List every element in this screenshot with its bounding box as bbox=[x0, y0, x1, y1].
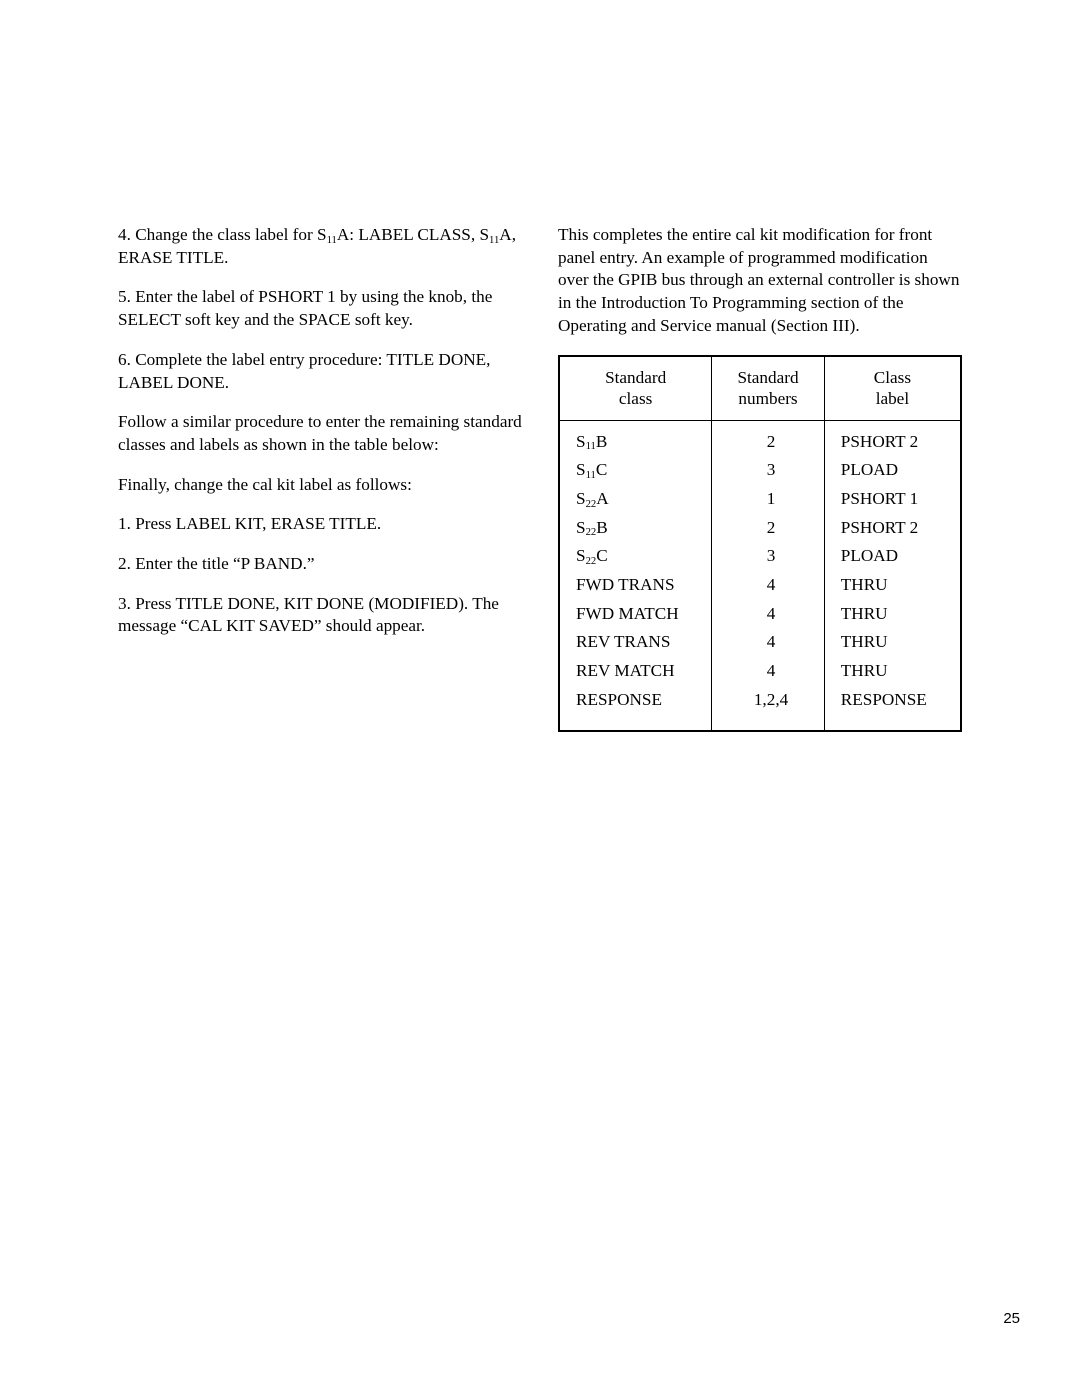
table-row: REV MATCH4THRU bbox=[559, 657, 961, 686]
cell-class-label: PSHORT 1 bbox=[824, 485, 961, 514]
cell-standard-numbers: 4 bbox=[712, 628, 825, 657]
cell-standard-class: S22C bbox=[559, 542, 712, 571]
cell-standard-class: REV MATCH bbox=[559, 657, 712, 686]
cell-standard-numbers: 3 bbox=[712, 542, 825, 571]
cell-class-label: THRU bbox=[824, 628, 961, 657]
table-row: REV TRANS4THRU bbox=[559, 628, 961, 657]
th-standard-class: Standard class bbox=[559, 356, 712, 421]
text: class bbox=[619, 389, 652, 408]
finally-paragraph: Finally, change the cal kit label as fol… bbox=[118, 474, 522, 497]
subscript: 11 bbox=[489, 235, 499, 246]
cell-standard-class: S22B bbox=[559, 514, 712, 543]
th-class-label: Class label bbox=[824, 356, 961, 421]
cell-class-label: THRU bbox=[824, 571, 961, 600]
th-standard-numbers: Standard numbers bbox=[712, 356, 825, 421]
document-page: 4. Change the class label for S11A: LABE… bbox=[0, 0, 1080, 1397]
text: Standard bbox=[737, 368, 798, 387]
cell-standard-numbers: 4 bbox=[712, 600, 825, 629]
cell-class-label: PLOAD bbox=[824, 456, 961, 485]
subscript: 11 bbox=[327, 235, 337, 246]
step-3-paragraph: 3. Press TITLE DONE, KIT DONE (MODIFIED)… bbox=[118, 593, 522, 638]
text: numbers bbox=[738, 389, 797, 408]
cell-standard-numbers: 1,2,4 bbox=[712, 686, 825, 731]
text: label bbox=[876, 389, 909, 408]
table-row: S22B2PSHORT 2 bbox=[559, 514, 961, 543]
table-row: S11C3PLOAD bbox=[559, 456, 961, 485]
cell-standard-class: FWD MATCH bbox=[559, 600, 712, 629]
cell-standard-numbers: 1 bbox=[712, 485, 825, 514]
cell-class-label: PSHORT 2 bbox=[824, 514, 961, 543]
cell-standard-numbers: 4 bbox=[712, 657, 825, 686]
step-6-paragraph: 6. Complete the label entry procedure: T… bbox=[118, 349, 522, 394]
cell-standard-numbers: 4 bbox=[712, 571, 825, 600]
table-row: S22C3PLOAD bbox=[559, 542, 961, 571]
cell-standard-class: FWD TRANS bbox=[559, 571, 712, 600]
two-column-content: 4. Change the class label for S11A: LABE… bbox=[118, 224, 962, 732]
cell-class-label: PSHORT 2 bbox=[824, 420, 961, 456]
cell-class-label: PLOAD bbox=[824, 542, 961, 571]
table-row: FWD MATCH4THRU bbox=[559, 600, 961, 629]
table-head-row: Standard class Standard numbers Class la… bbox=[559, 356, 961, 421]
cell-standard-class: REV TRANS bbox=[559, 628, 712, 657]
page-number: 25 bbox=[1003, 1310, 1020, 1327]
right-column: This completes the entire cal kit modifi… bbox=[558, 224, 962, 732]
intro-paragraph: This completes the entire cal kit modifi… bbox=[558, 224, 962, 338]
step-1-paragraph: 1. Press LABEL KIT, ERASE TITLE. bbox=[118, 513, 522, 536]
table-row: S11B2PSHORT 2 bbox=[559, 420, 961, 456]
text: 4. Change the class label for S bbox=[118, 225, 327, 244]
cell-standard-numbers: 2 bbox=[712, 514, 825, 543]
table-row: S22A1PSHORT 1 bbox=[559, 485, 961, 514]
cell-class-label: THRU bbox=[824, 657, 961, 686]
table-body: S11B2PSHORT 2S11C3PLOADS22A1PSHORT 1S22B… bbox=[559, 420, 961, 731]
cell-standard-numbers: 2 bbox=[712, 420, 825, 456]
standards-table: Standard class Standard numbers Class la… bbox=[558, 355, 962, 732]
cell-standard-numbers: 3 bbox=[712, 456, 825, 485]
table-row: RESPONSE1,2,4RESPONSE bbox=[559, 686, 961, 731]
step-5-paragraph: 5. Enter the label of PSHORT 1 by using … bbox=[118, 286, 522, 331]
text: Class bbox=[874, 368, 911, 387]
step-2-paragraph: 2. Enter the title “P BAND.” bbox=[118, 553, 522, 576]
follow-paragraph: Follow a similar procedure to enter the … bbox=[118, 411, 522, 456]
left-column: 4. Change the class label for S11A: LABE… bbox=[118, 224, 522, 732]
cell-class-label: THRU bbox=[824, 600, 961, 629]
cell-class-label: RESPONSE bbox=[824, 686, 961, 731]
cell-standard-class: RESPONSE bbox=[559, 686, 712, 731]
table-row: FWD TRANS4THRU bbox=[559, 571, 961, 600]
text: Standard bbox=[605, 368, 666, 387]
cell-standard-class: S11C bbox=[559, 456, 712, 485]
text: A: LABEL CLASS, S bbox=[337, 225, 489, 244]
cell-standard-class: S22A bbox=[559, 485, 712, 514]
step-4-paragraph: 4. Change the class label for S11A: LABE… bbox=[118, 224, 522, 269]
cell-standard-class: S11B bbox=[559, 420, 712, 456]
